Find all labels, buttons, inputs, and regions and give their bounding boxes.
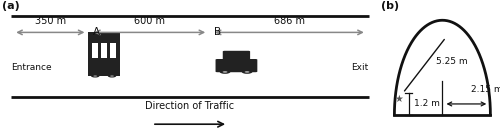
Text: Entrance: Entrance — [12, 63, 52, 72]
Text: Direction of Traffic: Direction of Traffic — [146, 101, 234, 111]
FancyBboxPatch shape — [88, 32, 120, 76]
Text: 1.2 m: 1.2 m — [414, 99, 440, 108]
Circle shape — [242, 70, 252, 74]
Text: 2.15 m: 2.15 m — [471, 85, 500, 94]
Circle shape — [244, 71, 250, 73]
Circle shape — [220, 70, 230, 74]
Bar — [110, 43, 116, 50]
FancyBboxPatch shape — [223, 51, 250, 63]
Text: B: B — [214, 27, 221, 37]
Circle shape — [108, 75, 116, 77]
Text: A: A — [93, 27, 100, 37]
Bar — [92, 50, 98, 58]
Circle shape — [91, 75, 100, 77]
Text: (a): (a) — [2, 1, 20, 11]
Text: 350 m: 350 m — [35, 16, 66, 26]
Text: 686 m: 686 m — [274, 16, 305, 26]
Text: 5.25 m: 5.25 m — [436, 57, 468, 66]
Circle shape — [94, 75, 97, 77]
Text: 600 m: 600 m — [134, 16, 165, 26]
Text: Exit: Exit — [352, 63, 368, 72]
Bar — [92, 43, 98, 50]
Bar — [101, 43, 107, 50]
Bar — [110, 50, 116, 58]
FancyBboxPatch shape — [216, 59, 258, 72]
Circle shape — [222, 71, 228, 73]
Circle shape — [110, 75, 114, 77]
Text: ★: ★ — [395, 94, 404, 104]
Text: (b): (b) — [381, 1, 400, 11]
Bar — [101, 50, 107, 58]
